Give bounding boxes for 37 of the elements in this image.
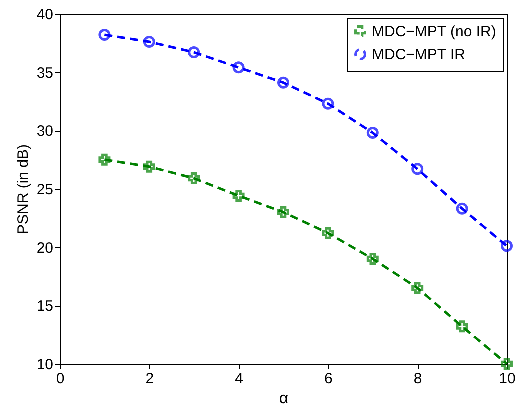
point [366,127,379,139]
point [143,36,156,48]
point [501,240,513,252]
point [188,172,200,184]
point [278,76,290,89]
y-tick-label: 35 [36,64,54,82]
x-tick-label: 0 [56,370,65,388]
point [412,282,424,294]
y-tick-label: 15 [36,298,54,316]
x-tick-label: 10 [499,370,515,388]
point [232,190,245,202]
point [501,358,513,370]
point [188,46,200,58]
y-tick-label: 40 [36,6,54,24]
point [412,163,424,176]
x-axis-title: α [279,390,289,406]
y-axis-title: PSNR (in dB) [14,144,32,235]
y-tick-label: 25 [36,182,54,198]
point [322,98,334,110]
point [322,227,334,240]
x-tick-label: 6 [324,370,333,388]
y-tick-label: 20 [36,240,54,257]
point [98,29,111,41]
point [232,62,245,74]
x-tick-label: 4 [235,370,244,388]
point [456,320,468,333]
point [366,253,379,265]
point [456,202,468,215]
point [98,154,111,166]
legend-label: MDC−MPT IR [372,46,466,64]
x-tick-label: 2 [146,370,154,388]
x-tick-label: 8 [414,370,422,388]
point [278,206,290,218]
point [143,160,156,173]
y-tick-label: 30 [36,123,54,140]
y-tick-label: 10 [36,356,54,374]
legend-label: MDC−MPT (no IR) [372,24,496,40]
